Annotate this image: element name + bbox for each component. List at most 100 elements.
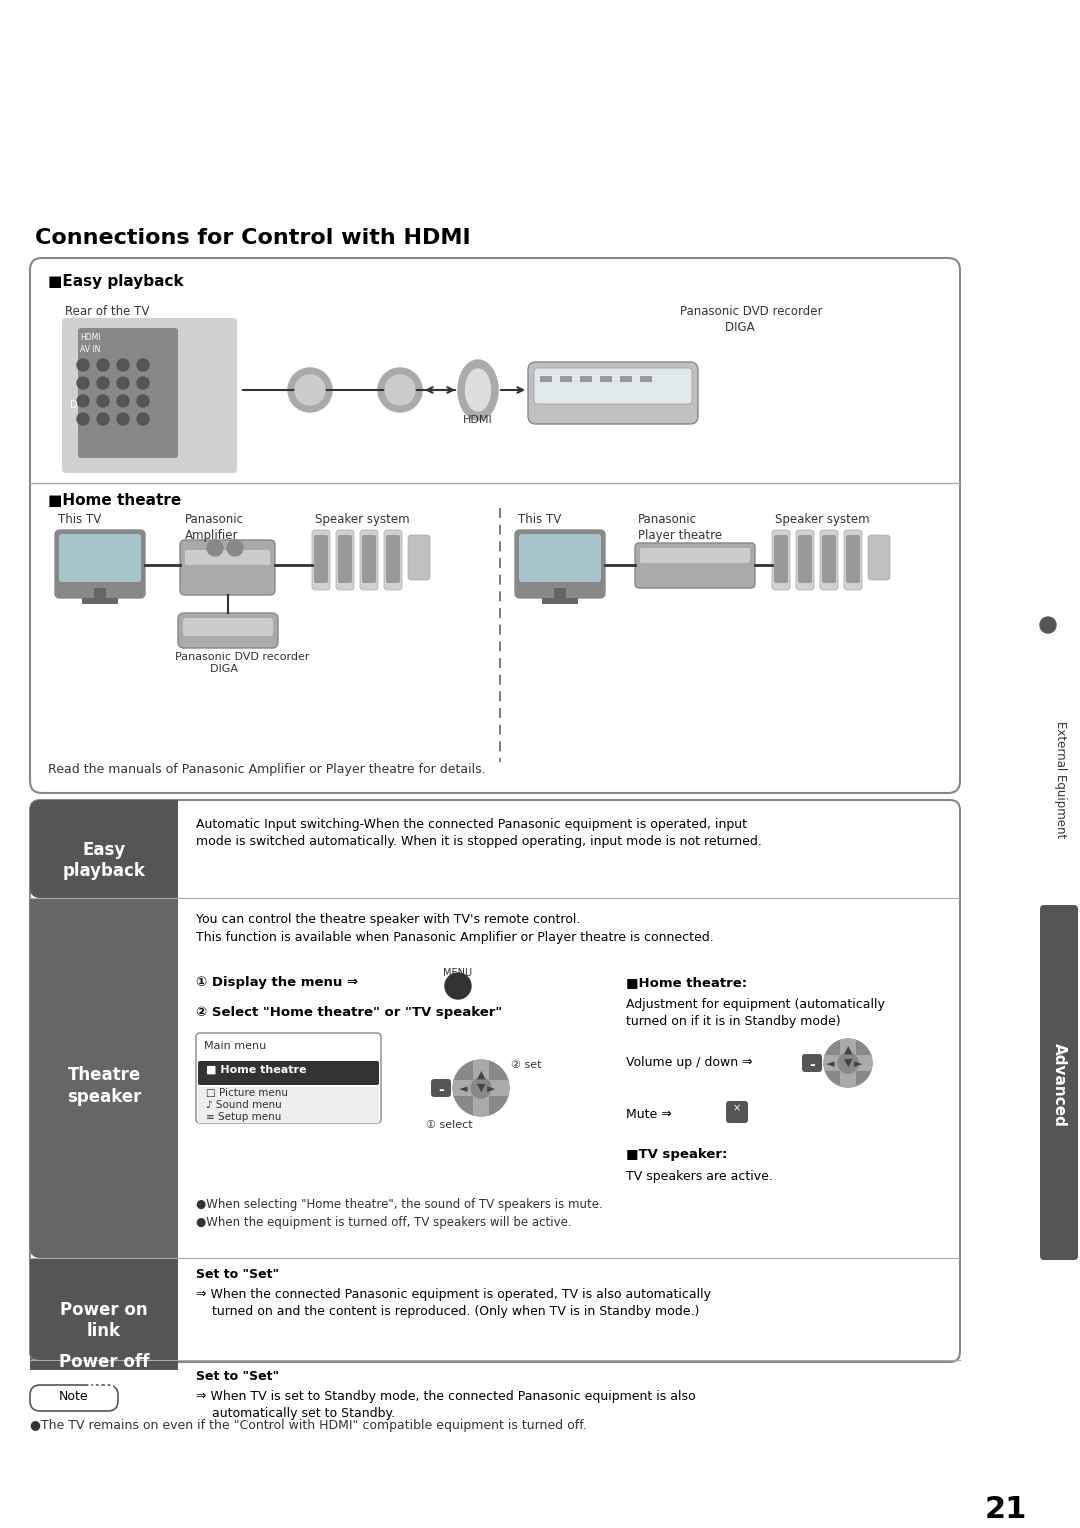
FancyBboxPatch shape <box>542 597 578 604</box>
Bar <box>168 801 178 898</box>
FancyBboxPatch shape <box>30 1354 178 1368</box>
FancyBboxPatch shape <box>55 530 145 597</box>
FancyBboxPatch shape <box>386 535 400 584</box>
Text: ●The TV remains on even if the "Control with HDMI" compatible equipment is turne: ●The TV remains on even if the "Control … <box>30 1420 586 1432</box>
Bar <box>198 1099 379 1111</box>
FancyBboxPatch shape <box>846 535 860 584</box>
FancyBboxPatch shape <box>336 530 354 590</box>
Circle shape <box>117 359 129 371</box>
FancyBboxPatch shape <box>185 550 270 565</box>
FancyBboxPatch shape <box>62 318 237 474</box>
FancyBboxPatch shape <box>30 801 960 1361</box>
Text: Power off
link: Power off link <box>58 1352 149 1392</box>
Circle shape <box>117 413 129 425</box>
FancyBboxPatch shape <box>540 376 552 382</box>
Text: ① Display the menu ⇒: ① Display the menu ⇒ <box>195 976 359 989</box>
FancyBboxPatch shape <box>640 549 750 562</box>
Text: Read the manuals of Panasonic Amplifier or Player theatre for details.: Read the manuals of Panasonic Amplifier … <box>48 762 486 776</box>
Text: Set to "Set": Set to "Set" <box>195 1268 279 1280</box>
Circle shape <box>97 396 109 406</box>
FancyBboxPatch shape <box>635 542 755 588</box>
Text: ▲: ▲ <box>843 1045 852 1054</box>
FancyBboxPatch shape <box>600 376 612 382</box>
Circle shape <box>97 377 109 390</box>
FancyBboxPatch shape <box>30 1384 118 1410</box>
Text: ▼: ▼ <box>476 1083 485 1093</box>
FancyBboxPatch shape <box>360 530 378 590</box>
FancyBboxPatch shape <box>554 588 566 597</box>
Bar <box>824 1054 872 1071</box>
FancyBboxPatch shape <box>620 376 632 382</box>
Bar <box>840 1039 856 1086</box>
Bar <box>198 1086 379 1099</box>
Text: This TV: This TV <box>58 513 102 526</box>
Text: Automatic Input switching-When the connected Panasonic equipment is operated, in: Automatic Input switching-When the conne… <box>195 817 761 848</box>
Text: 21: 21 <box>985 1494 1027 1523</box>
Text: ◄: ◄ <box>826 1059 834 1070</box>
FancyBboxPatch shape <box>30 898 178 1258</box>
Text: ■Home theatre: ■Home theatre <box>48 494 181 507</box>
FancyBboxPatch shape <box>30 1258 178 1360</box>
Circle shape <box>77 359 89 371</box>
FancyBboxPatch shape <box>384 530 402 590</box>
FancyBboxPatch shape <box>94 588 106 597</box>
Text: Set to "Set": Set to "Set" <box>195 1371 279 1383</box>
Text: TV speakers are active.: TV speakers are active. <box>626 1170 773 1183</box>
Text: Easy
playback: Easy playback <box>63 840 146 880</box>
Bar <box>473 1060 489 1115</box>
Circle shape <box>288 368 332 413</box>
Bar <box>198 1111 379 1123</box>
Text: MENU: MENU <box>444 969 473 978</box>
Circle shape <box>1040 617 1056 633</box>
Text: ② Select "Home theatre" or "TV speaker": ② Select "Home theatre" or "TV speaker" <box>195 1005 502 1019</box>
Text: Adjustment for equipment (automatically
turned on if it is in Standby mode): Adjustment for equipment (automatically … <box>626 998 885 1028</box>
Bar <box>168 898 178 1258</box>
Ellipse shape <box>465 368 490 411</box>
Bar <box>453 1080 509 1096</box>
Text: External Equipment: External Equipment <box>1053 721 1067 839</box>
Text: ►: ► <box>854 1059 862 1070</box>
Circle shape <box>97 413 109 425</box>
FancyBboxPatch shape <box>312 530 330 590</box>
FancyBboxPatch shape <box>338 535 352 584</box>
FancyBboxPatch shape <box>798 535 812 584</box>
Bar <box>168 1360 178 1361</box>
Bar <box>30 1360 178 1371</box>
Circle shape <box>137 413 149 425</box>
FancyBboxPatch shape <box>796 530 814 590</box>
FancyBboxPatch shape <box>843 530 862 590</box>
Ellipse shape <box>458 361 498 420</box>
FancyBboxPatch shape <box>822 535 836 584</box>
Circle shape <box>378 368 422 413</box>
Text: ■TV speaker:: ■TV speaker: <box>626 1148 727 1161</box>
Circle shape <box>384 374 415 405</box>
Text: Rear of the TV: Rear of the TV <box>65 306 149 318</box>
Text: ■Home theatre:: ■Home theatre: <box>626 976 747 989</box>
Text: Advanced: Advanced <box>1052 1044 1067 1128</box>
Circle shape <box>117 396 129 406</box>
Text: Panasonic
Player theatre: Panasonic Player theatre <box>638 513 723 542</box>
Circle shape <box>77 413 89 425</box>
Text: D: D <box>70 400 78 410</box>
Circle shape <box>453 1060 509 1115</box>
FancyBboxPatch shape <box>82 597 118 604</box>
Circle shape <box>137 359 149 371</box>
Bar <box>30 898 178 908</box>
Text: Panasonic DVD recorder
            DIGA: Panasonic DVD recorder DIGA <box>680 306 823 335</box>
Text: ⇒ When TV is set to Standby mode, the connected Panasonic equipment is also
    : ⇒ When TV is set to Standby mode, the co… <box>195 1390 696 1421</box>
Circle shape <box>207 539 222 556</box>
FancyBboxPatch shape <box>195 1033 381 1123</box>
Text: Theatre
speaker: Theatre speaker <box>67 1067 141 1105</box>
FancyBboxPatch shape <box>178 613 278 648</box>
Text: -: - <box>809 1057 815 1073</box>
FancyBboxPatch shape <box>198 1060 379 1085</box>
Text: Panasonic DVD recorder
          DIGA: Panasonic DVD recorder DIGA <box>175 652 310 674</box>
FancyBboxPatch shape <box>519 533 600 582</box>
Circle shape <box>445 973 471 999</box>
FancyBboxPatch shape <box>802 1054 822 1073</box>
FancyBboxPatch shape <box>78 329 178 458</box>
Text: ●When the equipment is turned off, TV speakers will be active.: ●When the equipment is turned off, TV sp… <box>195 1216 571 1229</box>
FancyBboxPatch shape <box>640 376 652 382</box>
FancyBboxPatch shape <box>561 376 572 382</box>
Circle shape <box>137 396 149 406</box>
